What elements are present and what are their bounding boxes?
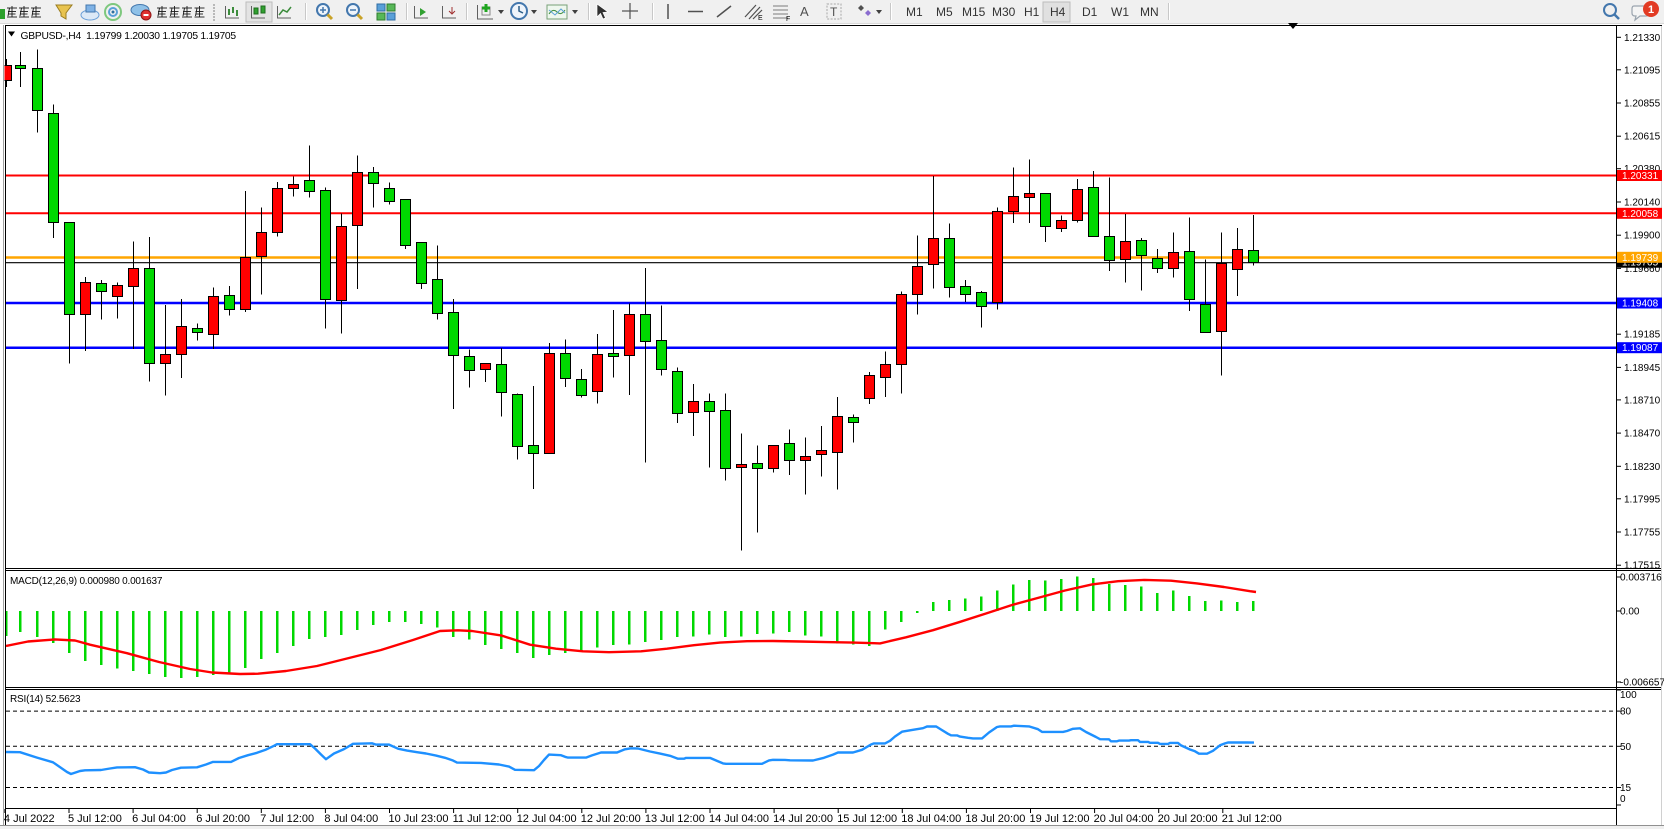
svg-text:0.003716: 0.003716 [1620, 573, 1662, 584]
svg-text:15 Jul 12:00: 15 Jul 12:00 [837, 813, 897, 825]
svg-text:21 Jul 12:00: 21 Jul 12:00 [1222, 813, 1282, 825]
svg-text:M1: M1 [906, 5, 923, 19]
svg-text:100: 100 [1620, 690, 1637, 701]
svg-text:15: 15 [1620, 783, 1632, 794]
svg-text:1.17755: 1.17755 [1624, 528, 1661, 539]
svg-text:A: A [800, 4, 809, 19]
svg-text:1.20140: 1.20140 [1624, 198, 1661, 209]
svg-text:F: F [786, 16, 790, 23]
svg-text:18 Jul 20:00: 18 Jul 20:00 [965, 813, 1025, 825]
svg-text:1.21095: 1.21095 [1624, 65, 1661, 76]
svg-text:8 Jul 04:00: 8 Jul 04:00 [324, 813, 378, 825]
svg-text:50: 50 [1620, 742, 1632, 753]
svg-text:4 Jul 2022: 4 Jul 2022 [4, 813, 55, 825]
svg-text:1.20855: 1.20855 [1624, 99, 1661, 110]
svg-text:W1: W1 [1111, 5, 1129, 19]
svg-text:1.18230: 1.18230 [1624, 462, 1661, 473]
svg-text:MACD(12,26,9) 0.000980 0.00163: MACD(12,26,9) 0.000980 0.001637 [10, 576, 163, 587]
svg-text:RSI(14) 52.5623: RSI(14) 52.5623 [10, 694, 81, 705]
svg-text:1.20058: 1.20058 [1622, 209, 1659, 220]
svg-text:0.00: 0.00 [1620, 607, 1640, 618]
svg-text:10 Jul 23:00: 10 Jul 23:00 [389, 813, 449, 825]
svg-text:18 Jul 04:00: 18 Jul 04:00 [901, 813, 961, 825]
svg-text:19 Jul 12:00: 19 Jul 12:00 [1030, 813, 1090, 825]
svg-text:1.19087: 1.19087 [1622, 343, 1659, 354]
svg-text:80: 80 [1620, 707, 1632, 718]
svg-text:12 Jul 20:00: 12 Jul 20:00 [581, 813, 641, 825]
svg-text:1.18945: 1.18945 [1624, 363, 1661, 374]
svg-text:20 Jul 20:00: 20 Jul 20:00 [1158, 813, 1218, 825]
svg-text:11 Jul 12:00: 11 Jul 12:00 [453, 813, 512, 825]
svg-text:H1: H1 [1024, 5, 1040, 19]
svg-text:1.18470: 1.18470 [1624, 429, 1661, 440]
svg-text:14 Jul 04:00: 14 Jul 04:00 [709, 813, 769, 825]
svg-text:1.19408: 1.19408 [1622, 299, 1659, 310]
svg-text:1.21330: 1.21330 [1624, 33, 1661, 44]
svg-text:D1: D1 [1082, 5, 1098, 19]
svg-text:5 Jul 12:00: 5 Jul 12:00 [68, 813, 122, 825]
svg-text:7 Jul 12:00: 7 Jul 12:00 [260, 813, 314, 825]
svg-text:T: T [830, 5, 838, 19]
svg-text:14 Jul 20:00: 14 Jul 20:00 [773, 813, 833, 825]
svg-text:M15: M15 [962, 5, 986, 19]
svg-text:M5: M5 [936, 5, 953, 19]
svg-text:1.19660: 1.19660 [1624, 264, 1661, 275]
svg-text:1.19705: 1.19705 [1622, 258, 1659, 269]
svg-text:1.19739: 1.19739 [1622, 253, 1659, 264]
svg-text:6 Jul 20:00: 6 Jul 20:00 [196, 813, 250, 825]
svg-text:1.20615: 1.20615 [1624, 132, 1661, 143]
svg-text:0: 0 [1620, 794, 1626, 805]
svg-text:1.20331: 1.20331 [1622, 171, 1659, 182]
svg-text:1.19185: 1.19185 [1624, 330, 1661, 341]
svg-text:MN: MN [1140, 5, 1159, 19]
svg-text:1.17995: 1.17995 [1624, 494, 1661, 505]
svg-text:12 Jul 04:00: 12 Jul 04:00 [517, 813, 577, 825]
svg-text:-0.006657: -0.006657 [1620, 678, 1664, 689]
svg-text:1.17515: 1.17515 [1624, 561, 1661, 572]
svg-text:H4: H4 [1050, 5, 1066, 19]
svg-text:E: E [758, 15, 763, 22]
svg-text:13 Jul 12:00: 13 Jul 12:00 [645, 813, 705, 825]
svg-text:6 Jul 04:00: 6 Jul 04:00 [132, 813, 186, 825]
svg-text:20 Jul 04:00: 20 Jul 04:00 [1094, 813, 1154, 825]
svg-text:1.19900: 1.19900 [1624, 231, 1661, 242]
svg-text:1.20380: 1.20380 [1624, 164, 1661, 175]
svg-text:1.18710: 1.18710 [1624, 395, 1661, 406]
svg-text:1: 1 [1648, 4, 1654, 16]
svg-text:GBPUSD-,H4 1.19799 1.20030 1.: GBPUSD-,H4 1.19799 1.20030 1.19705 1.197… [21, 31, 237, 42]
svg-text:M30: M30 [992, 5, 1016, 19]
